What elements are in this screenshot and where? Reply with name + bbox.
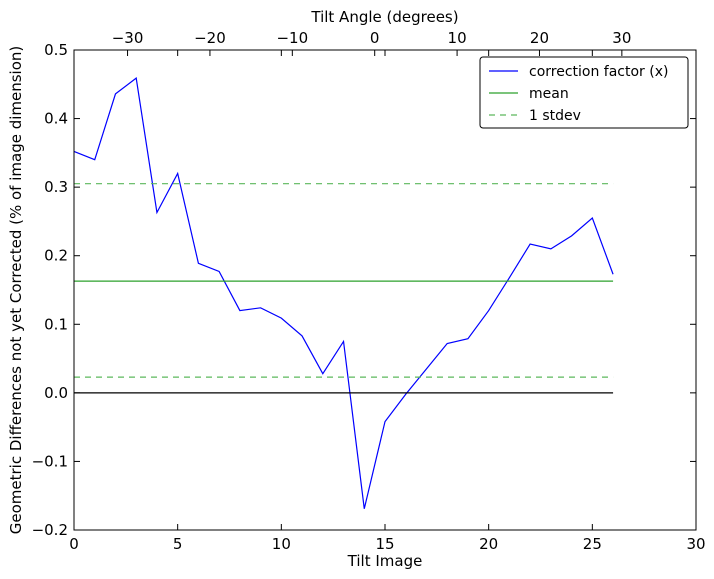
- top-tick-label: 0: [370, 29, 380, 47]
- x-axis-title: Tilt Image: [347, 552, 423, 570]
- y-axis-title: Geometric Differences not yet Corrected …: [7, 46, 25, 535]
- y-tick-label: 0.0: [44, 384, 68, 402]
- y-tick-label: 0.4: [44, 110, 68, 128]
- y-tick-label: 0.5: [44, 41, 68, 59]
- top-tick-label: −10: [276, 29, 308, 47]
- legend-box: [479, 56, 689, 129]
- y-tick-label: 0.3: [44, 178, 68, 196]
- x-tick-label: 15: [375, 535, 394, 553]
- plot-frame: [73, 49, 697, 531]
- series-layer: [73, 77, 614, 509]
- top-axis-title: Tilt Angle (degrees): [310, 8, 458, 26]
- y-tick-label: 0.1: [44, 315, 68, 333]
- x-tick-label: 20: [479, 535, 498, 553]
- x-tick-label: 30: [686, 535, 705, 553]
- x-tick-label: 25: [583, 535, 602, 553]
- legend: correction factor (x) mean 1 stdev: [479, 56, 689, 129]
- legend-label: mean: [529, 86, 569, 102]
- top-tick-label: 10: [448, 29, 467, 47]
- correction-factor-line: [73, 77, 614, 509]
- y-tick-label: 0.2: [44, 247, 68, 265]
- x-tick-label: 10: [272, 535, 291, 553]
- labels-layer: Tilt Angle (degrees) Tilt Image Geometri…: [7, 8, 459, 570]
- top-tick-label: 20: [530, 29, 549, 47]
- top-tick-label: 30: [612, 29, 631, 47]
- y-tick-label: −0.1: [32, 452, 68, 470]
- legend-label: correction factor (x): [529, 64, 668, 80]
- top-tick-label: −20: [194, 29, 226, 47]
- legend-label: 1 stdev: [529, 108, 581, 124]
- y-tick-label: −0.2: [32, 521, 68, 539]
- x-tick-label: 5: [173, 535, 183, 553]
- top-tick-label: −30: [112, 29, 144, 47]
- ticks-layer: 0 5 10 15 20 25 30 −0.2 −0.1 0.0 0.1 0.2 0.3 0.4 0.5 −3…: [32, 29, 706, 553]
- x-tick-label: 0: [69, 535, 79, 553]
